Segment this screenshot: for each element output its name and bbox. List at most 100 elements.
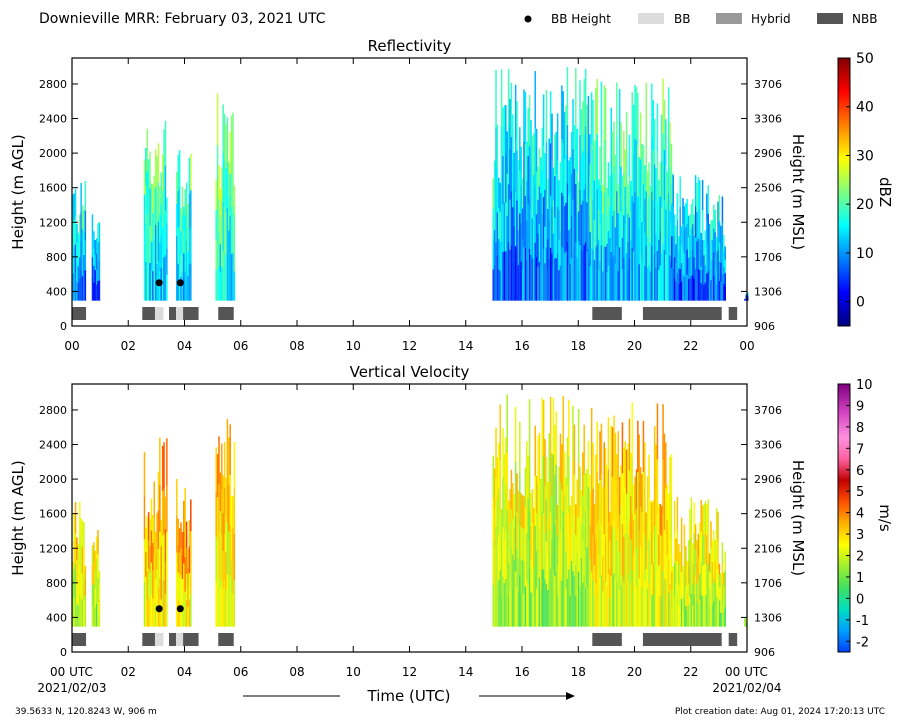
vertical-velocity-echo-segment: [589, 402, 673, 627]
start-date-label: 2021/02/03: [37, 681, 106, 695]
x-tick-label: 12: [402, 665, 417, 679]
colorbar-tick-label: 10: [856, 378, 873, 393]
y-right-tick-label: 906: [754, 646, 775, 659]
reflectivity-echo-segment: [72, 181, 87, 301]
y-tick-label: 1200: [39, 216, 67, 229]
colorbar-tick-label: 5: [856, 485, 864, 500]
reflectivity-ylabel-left: Height (m AGL): [9, 134, 27, 249]
vertical-velocity-colorbar-bar: [837, 383, 851, 653]
y-right-tick-label: 906: [754, 320, 775, 333]
reflectivity-title: Reflectivity: [368, 37, 452, 55]
legend-hybrid-swatch: [716, 13, 742, 24]
reflectivity-echo-field: [72, 66, 749, 301]
reflectivity-colorbar-bar: [837, 57, 851, 327]
x-tick-label: 10: [346, 665, 361, 679]
bb-flag-bb: [176, 633, 184, 646]
reflectivity-echo-segment: [215, 93, 236, 301]
colorbar-tick-label: 9: [856, 399, 864, 414]
x-tick-label: 00 UTC: [725, 665, 768, 679]
y-right-tick-label: 3706: [754, 404, 782, 417]
x-tick-label: 08: [289, 339, 304, 353]
reflectivity-echo-segment: [91, 214, 101, 301]
bb-height-marker: [176, 279, 184, 287]
bb-height-marker: [155, 605, 163, 613]
legend-nbb-swatch: [817, 13, 843, 24]
vertical-velocity-ylabel-right: Height (m MSL): [789, 460, 807, 576]
bb-flag-nbb: [728, 633, 738, 646]
x-tick-label: 06: [233, 339, 248, 353]
vertical-velocity-echo-segment: [744, 617, 749, 628]
colorbar-tick-label: 0: [856, 295, 865, 311]
bb-flag-nbb: [592, 633, 622, 646]
colorbar-tick-label: 10: [856, 246, 874, 262]
reflectivity-bb-flags: [72, 307, 738, 320]
creation-date-text: Plot creation date: Aug 01, 2024 17:20:1…: [675, 707, 885, 717]
reflectivity-echo-segment: [143, 120, 168, 301]
vertical-velocity-ylabel-left: Height (m AGL): [9, 460, 27, 575]
x-tick-label: 10: [346, 339, 361, 353]
y-right-tick-label: 1706: [754, 577, 782, 590]
vertical-velocity-echo-segment: [671, 496, 721, 627]
y-tick-label: 0: [60, 320, 67, 333]
vertical-velocity-echo-segment: [72, 501, 87, 627]
vertical-velocity-echo-segment: [176, 478, 192, 627]
x-tick-label: 16: [514, 339, 529, 353]
x-tick-label: 00: [64, 339, 79, 353]
x-tick-label: 14: [458, 665, 473, 679]
colorbar-tick-label: 50: [856, 51, 874, 67]
bb-flag-nbb: [642, 307, 722, 320]
colorbar-tick-label: 6: [856, 464, 864, 479]
y-tick-label: 800: [46, 251, 67, 264]
location-text: 39.5633 N, 120.8243 W, 906 m: [15, 707, 157, 717]
legend-bb-swatch: [638, 13, 664, 24]
y-tick-label: 2800: [39, 78, 67, 91]
bb-height-marker: [176, 605, 184, 613]
y-tick-label: 2800: [39, 404, 67, 417]
y-right-tick-label: 2906: [754, 147, 782, 160]
legend-hybrid-label: Hybrid: [751, 12, 791, 26]
x-tick-label: 08: [289, 665, 304, 679]
vertical-velocity-colorbar-label: m/s: [876, 504, 894, 532]
colorbar-tick-label: 30: [856, 148, 874, 164]
bb-flag-nbb: [72, 307, 87, 320]
reflectivity-echo-segment: [744, 292, 749, 301]
x-tick-label: 18: [571, 665, 586, 679]
x-tick-label: 18: [571, 339, 586, 353]
colorbar-tick-label: 20: [856, 197, 874, 213]
vertical-velocity-title: Vertical Velocity: [350, 363, 470, 381]
bb-flag-nbb: [728, 307, 738, 320]
y-tick-label: 800: [46, 577, 67, 590]
y-right-tick-label: 3306: [754, 439, 782, 452]
colorbar-tick-label: -1: [856, 614, 869, 629]
y-right-tick-label: 1306: [754, 285, 782, 298]
colorbar-tick-label: -2: [856, 635, 869, 650]
y-tick-label: 2400: [39, 113, 67, 126]
y-right-tick-label: 2106: [754, 542, 782, 555]
y-tick-label: 0: [60, 646, 67, 659]
x-tick-label: 00 UTC: [50, 665, 93, 679]
x-tick-label: 20: [627, 339, 642, 353]
x-tick-label: 12: [402, 339, 417, 353]
y-right-tick-label: 1706: [754, 251, 782, 264]
y-right-tick-label: 2506: [754, 182, 782, 195]
x-tick-label: 16: [514, 665, 529, 679]
x-tick-label: 04: [177, 665, 192, 679]
y-right-tick-label: 2506: [754, 508, 782, 521]
y-tick-label: 1600: [39, 182, 67, 195]
x-tick-label: 22: [683, 339, 698, 353]
x-tick-label: 20: [627, 665, 642, 679]
y-right-tick-label: 3306: [754, 113, 782, 126]
x-tick-label: 02: [121, 665, 136, 679]
bb-flag-bb: [176, 307, 184, 320]
y-right-tick-label: 1306: [754, 611, 782, 624]
bb-flag-nbb: [218, 633, 234, 646]
bb-flag-nbb: [183, 307, 199, 320]
legend-bb-height-marker: [524, 15, 532, 23]
reflectivity-echo-segment: [718, 196, 726, 301]
reflectivity-echo-segment: [589, 78, 673, 301]
bb-flag-nbb: [183, 633, 199, 646]
bb-flag-bb: [154, 633, 164, 646]
bb-flag-nbb: [642, 633, 722, 646]
y-tick-label: 400: [46, 611, 67, 624]
